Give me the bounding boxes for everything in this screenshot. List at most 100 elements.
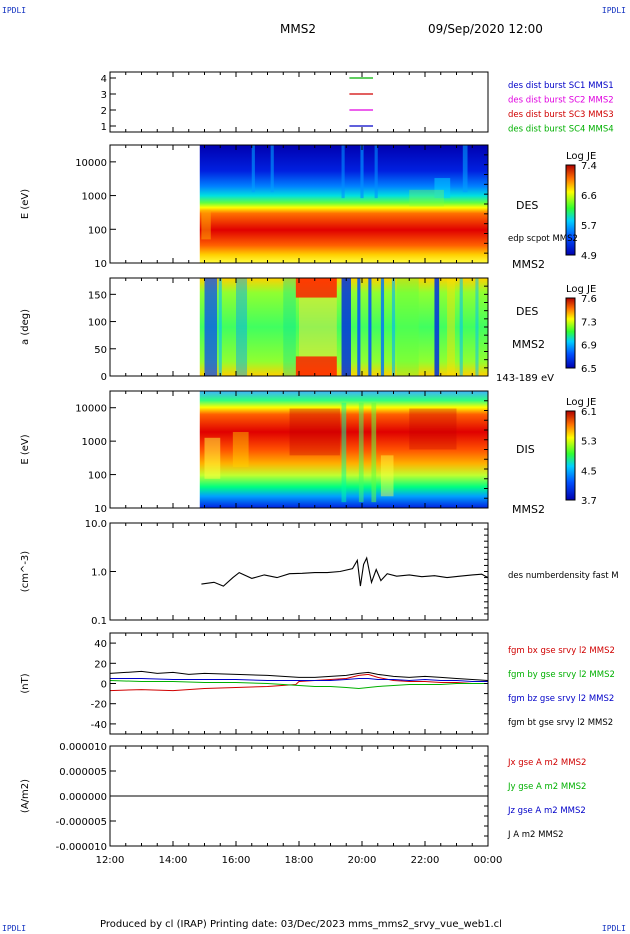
des-energy-colorbar-tick: 4.9 <box>581 251 597 262</box>
current-legend: Jx gse A m2 MMS2 <box>507 758 586 768</box>
des-energy-sc-label: MMS2 <box>512 258 545 271</box>
des-pitch-stripe <box>204 278 218 376</box>
dis-energy-stripe <box>409 408 457 450</box>
des-pitch-stripe <box>475 278 479 376</box>
current-y-tick: 0.000010 <box>59 742 107 753</box>
des-energy-stripe <box>374 145 378 199</box>
time-tick-label: 16:00 <box>222 855 251 866</box>
des-energy-colorbar-title: Log JE <box>566 151 596 162</box>
dis-energy-colorbar-tick: 3.7 <box>581 496 597 507</box>
dis-energy-colorbar-title: Log JE <box>566 397 596 408</box>
des-pitch-label: DES <box>516 305 538 318</box>
des-pitch-ylabel: a (deg) <box>20 309 31 345</box>
availability-frame <box>109 71 489 133</box>
des-pitch-stripe <box>459 278 463 376</box>
bfield-y-tick: -40 <box>91 720 107 731</box>
des-energy-colorbar-tick: 7.4 <box>581 161 597 172</box>
dis-energy-colorbar-tick: 6.1 <box>581 407 597 418</box>
bfield-y-tick: 20 <box>94 659 107 670</box>
density-y-tick: 1.0 <box>91 568 107 579</box>
bfield-y-tick: -20 <box>91 700 107 711</box>
des-energy-y-tick: 10 <box>94 259 107 270</box>
density-frame <box>109 522 489 621</box>
time-tick-label: 22:00 <box>411 855 440 866</box>
bfield-series-line <box>110 678 488 682</box>
corner-label-bottom-left: IPDLI <box>2 924 27 933</box>
date-time-title: 09/Sep/2020 12:00 <box>428 22 543 36</box>
bfield-legend: fgm bt gse srvy l2 MMS2 <box>508 718 613 728</box>
des-energy-colorbar <box>565 164 576 256</box>
availability-y-tick: 1 <box>101 122 107 133</box>
des-pitch-y-tick: 100 <box>88 318 107 329</box>
density-y-tick: 0.1 <box>91 616 107 627</box>
bfield-legend: fgm bz gse srvy l2 MMS2 <box>508 694 614 704</box>
dis-energy-ylabel: E (eV) <box>20 434 31 464</box>
des-pitch-colorbar-tick: 6.9 <box>581 341 597 352</box>
des-pitch-stripe <box>295 356 337 376</box>
des-energy-stripe <box>270 145 274 193</box>
des-energy-scpot-label: edp scpot MMS2 <box>508 234 578 244</box>
dis-energy-stripe <box>289 408 340 456</box>
dis-energy-stripe <box>204 437 221 479</box>
des-energy-ylabel: E (eV) <box>20 189 31 219</box>
density-ylabel: (cm^-3) <box>20 551 31 592</box>
dis-energy-y-tick: 1000 <box>82 437 107 448</box>
availability-y-tick: 4 <box>101 74 107 85</box>
des-energy-stripe <box>251 145 255 193</box>
dis-energy-stripe <box>371 402 377 503</box>
des-pitch-colorbar <box>565 297 576 369</box>
des-pitch-stripe <box>341 278 351 376</box>
time-tick-label: 12:00 <box>96 855 125 866</box>
dis-energy-y-tick: 100 <box>88 471 107 482</box>
time-tick-label: 14:00 <box>159 855 188 866</box>
availability-legend: des dist burst SC4 MMS4 <box>508 125 614 135</box>
current-y-tick: -0.000010 <box>56 842 107 853</box>
dis-energy-y-tick: 10000 <box>75 404 107 415</box>
des-pitch-stripe <box>434 278 440 376</box>
des-energy-stripe <box>409 189 444 207</box>
des-pitch-stripe <box>357 278 361 376</box>
dis-energy-colorbar <box>565 410 576 501</box>
bfield-y-tick: 0 <box>101 680 107 691</box>
des-pitch-stripe <box>368 278 372 376</box>
footer-credits: Produced by cl (IRAP) Printing date: 03/… <box>100 919 502 930</box>
des-pitch-colorbar-tick: 7.3 <box>581 317 597 328</box>
des-energy-label: DES <box>516 199 538 212</box>
dis-energy-label: DIS <box>516 443 535 456</box>
des-pitch-colorbar-title: Log JE <box>566 284 596 295</box>
des-pitch-y-tick: 0 <box>101 372 107 383</box>
corner-label-bottom-right: IPDLI <box>601 924 626 933</box>
des-pitch-stripe <box>283 278 296 376</box>
des-pitch-stripe <box>380 278 385 376</box>
des-pitch-stripe <box>396 278 419 376</box>
des-pitch-colorbar-tick: 7.6 <box>581 294 597 305</box>
bfield-y-tick: 40 <box>94 639 107 650</box>
dis-energy-colorbar-tick: 4.5 <box>581 466 597 477</box>
bfield-series-line <box>110 673 488 692</box>
des-pitch-y-tick: 50 <box>94 345 107 356</box>
current-legend: J A m2 MMS2 <box>507 830 564 840</box>
des-pitch-stripe <box>218 278 222 376</box>
dis-energy-stripe <box>380 455 394 497</box>
availability-legend: des dist burst SC1 MMS1 <box>508 81 614 91</box>
time-tick-label: 20:00 <box>348 855 377 866</box>
dis-energy-stripe <box>341 402 347 503</box>
density-legend: des numberdensity fast M <box>508 571 619 581</box>
current-legend: Jz gse A m2 MMS2 <box>507 806 586 816</box>
current-y-tick: -0.000005 <box>56 817 107 828</box>
availability-legend: des dist burst SC3 MMS3 <box>508 110 614 120</box>
des-energy-y-tick: 100 <box>88 225 107 236</box>
des-pitch-colorbar-tick: 6.5 <box>581 364 597 375</box>
des-pitch-y-tick: 150 <box>88 290 107 301</box>
dis-energy-y-tick: 10 <box>94 504 107 515</box>
des-energy-stripe <box>201 209 211 240</box>
des-pitch-energy-label: 143-189 eV <box>496 373 554 384</box>
des-pitch-sc-label: MMS2 <box>512 338 545 351</box>
dis-energy-stripe <box>232 431 249 468</box>
current-ylabel: (A/m2) <box>20 779 31 813</box>
des-energy-colorbar-tick: 5.7 <box>581 221 597 232</box>
des-energy-stripe <box>434 178 451 199</box>
time-tick-label: 00:00 <box>474 855 503 866</box>
bfield-series-line <box>110 680 488 690</box>
